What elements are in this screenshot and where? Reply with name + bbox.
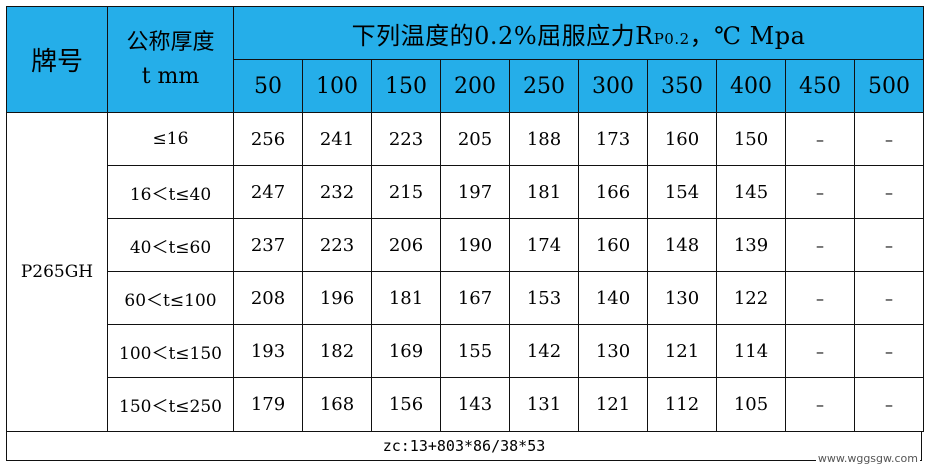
stress-value-cell: 237 [233, 218, 303, 272]
stress-value-cell: 188 [509, 112, 579, 166]
stress-value-cell: 122 [716, 271, 786, 325]
stress-value-cell: – [785, 112, 855, 166]
stress-value-cell: 145 [716, 165, 786, 219]
stress-value-cell: 150 [716, 112, 786, 166]
temp-header: 200 [440, 59, 510, 113]
stress-value-cell: 121 [647, 324, 717, 378]
table-row: 40＜t≤60 237 223 206 190 174 160 148 139– – [7, 218, 925, 272]
stress-value-cell: – [853, 324, 925, 378]
temp-header: 150 [371, 59, 441, 113]
stress-value-cell: 197 [440, 165, 510, 219]
stress-value-cell: 179 [233, 377, 303, 432]
table-row: 100＜t≤150 193 182 169 155 142 130 121 114– – [7, 324, 925, 378]
stress-value-cell: 181 [509, 165, 579, 219]
temp-header: 100 [302, 59, 372, 113]
temp-header: 400 [716, 59, 786, 113]
stress-value-cell: 156 [371, 377, 441, 432]
title-main: 下列温度的0.2%屈服应力R [351, 21, 654, 50]
stress-value-cell: 139 [716, 218, 786, 272]
stress-value-cell: 155 [440, 324, 510, 378]
stress-value-cell: 241 [302, 112, 372, 166]
stress-value-cell: 154 [647, 165, 717, 219]
stress-value-cell: 131 [509, 377, 579, 432]
stress-value-cell: – [785, 377, 855, 432]
stress-value-cell: 193 [233, 324, 303, 378]
temp-header: 450 [785, 59, 855, 113]
stress-value-cell: 143 [440, 377, 510, 432]
stress-value-cell: – [853, 271, 925, 325]
stress-value-cell: 223 [302, 218, 372, 272]
brand-header: 牌号 [6, 6, 108, 113]
stress-value-cell: 196 [302, 271, 372, 325]
stress-value-cell: 130 [578, 324, 648, 378]
stress-value-cell: 105 [716, 377, 786, 432]
stress-value-cell: 160 [578, 218, 648, 272]
stress-value-cell: 190 [440, 218, 510, 272]
stress-value-cell: – [853, 218, 925, 272]
stress-value-cell: 169 [371, 324, 441, 378]
temp-header: 50 [233, 59, 303, 113]
stress-value-cell: – [785, 218, 855, 272]
stress-value-cell: 114 [716, 324, 786, 378]
stress-value-cell: 160 [647, 112, 717, 166]
temp-header: 300 [578, 59, 648, 113]
title-subscript: P0.2 [653, 29, 690, 48]
table-row: P265GH ≤16 256 241 223 205 188 173 160 150– – [6, 112, 925, 432]
temp-header: 500 [853, 59, 925, 113]
stress-value-cell: – [853, 377, 925, 432]
stress-value-cell: 174 [509, 218, 579, 272]
thickness-range-cell: 150＜t≤250 [107, 377, 234, 432]
stress-value-cell: 168 [302, 377, 372, 432]
stress-value-cell: 148 [647, 218, 717, 272]
table-row: 150＜t≤250 179 168 156 143 131 121 112 105– – [7, 377, 925, 432]
stress-value-cell: 206 [371, 218, 441, 272]
stress-value-cell: 223 [371, 112, 441, 166]
stress-value-cell: 130 [647, 271, 717, 325]
stress-value-cell: – [853, 165, 925, 219]
stress-value-cell: 153 [509, 271, 579, 325]
stress-value-cell: 215 [371, 165, 441, 219]
stress-value-cell: 256 [233, 112, 303, 166]
stress-value-cell: 247 [233, 165, 303, 219]
stress-value-cell: 208 [233, 271, 303, 325]
thickness-range-cell: 100＜t≤150 [107, 324, 234, 378]
stress-value-cell: – [785, 271, 855, 325]
temp-header: 350 [647, 59, 717, 113]
stress-value-cell: 173 [578, 112, 648, 166]
stress-value-cell: 167 [440, 271, 510, 325]
stress-value-cell: – [785, 324, 855, 378]
thickness-range-cell: 60＜t≤100 [107, 271, 234, 325]
stress-value-cell: 121 [578, 377, 648, 432]
thickness-range-cell: 40＜t≤60 [107, 218, 234, 272]
stress-value-cell: – [785, 165, 855, 219]
temperature-title: 下列温度的0.2%屈服应力RP0.2，℃ Mpa [232, 6, 925, 60]
thickness-header-line2: t mm [141, 63, 200, 89]
stress-value-cell: 205 [440, 112, 510, 166]
thickness-header-line1: 公称厚度 [126, 29, 215, 55]
stress-value-cell: 182 [302, 324, 372, 378]
stress-value-cell: 232 [302, 165, 372, 219]
stress-value-cell: 166 [578, 165, 648, 219]
thickness-range-cell: 16＜t≤40 [107, 165, 234, 219]
table-row: 16＜t≤40 247 232 215 197 181 166 154 145– – [7, 165, 925, 219]
brand-cell: P265GH [6, 112, 108, 432]
thickness-range-cell: ≤16 [107, 112, 234, 166]
stress-value-cell: 112 [647, 377, 717, 432]
stress-value-cell: – [853, 112, 925, 166]
footer-formula: zc:13+803*86/38*53 [6, 432, 922, 461]
stress-value-cell: 181 [371, 271, 441, 325]
yield-stress-table: 牌号 公称厚度 t mm 下列温度的0.2%屈服应力RP0.2，℃ Mpa 50… [6, 6, 925, 432]
temp-header: 250 [509, 59, 579, 113]
thickness-header: 公称厚度 t mm [107, 6, 234, 113]
table-row: 60＜t≤100 208 196 181 167 153 140 130 122– – [7, 271, 925, 325]
title-tail: ，℃ Mpa [689, 21, 806, 50]
temperature-header-row: 50 100 150 200 250 300 350 400 450 500 [7, 59, 925, 113]
stress-value-cell: 140 [578, 271, 648, 325]
stress-value-cell: 142 [509, 324, 579, 378]
watermark: www.wggsgw.com [815, 452, 920, 465]
